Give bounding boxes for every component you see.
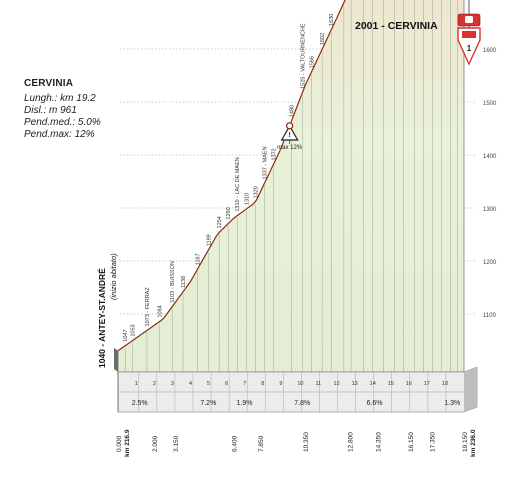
km-marker-label: 6 [225,381,228,387]
distance-label: 12.800 [347,432,354,452]
km-marker-label: 2 [153,381,156,387]
km-marker-label: 4 [189,381,192,387]
altitude-label: 1525 - VALTOURNENCHE [300,23,306,89]
altitude-label: 1073 - FERRAZ [145,287,151,327]
gradient-label: 6.6% [367,400,383,407]
km-remaining-label: km 216.9 [124,429,131,457]
km-marker-label: 12 [334,381,340,387]
climb-elevation: Disl.: m 961 [24,105,77,116]
km-marker-label: 18 [442,381,448,387]
km-marker-label: 17 [424,381,430,387]
gradient-label: 1.9% [236,400,252,407]
altitude-label: 1103 - BUISSON [170,261,176,302]
distance-label: 2.000 [152,435,159,452]
distance-label: 17.350 [429,432,436,452]
altitude-label: 1053 [130,324,136,336]
altitude-label: 1566 [309,56,315,68]
km-marker-label: 9 [279,381,282,387]
altitude-label: 1290 [226,207,232,219]
distance-label: 3.150 [173,435,180,452]
climb-avg-gradient: Pend.med.: 5.0% [24,117,101,128]
altitude-label: 1254 [217,216,223,228]
distance-label: 16.150 [408,432,415,452]
max-gradient-point [286,122,294,130]
km-remaining-label: km 236.0 [470,429,477,457]
warning-icon-glyph: ! [288,132,290,139]
altitude-label: 1480 [289,105,295,117]
km-marker-label: 5 [207,381,210,387]
distance-label: 14.350 [375,432,382,452]
y-tick-label: 1600 [483,48,497,54]
climb-info: CERVINIA Lungh.: km 19.2 Disl.: m 961 Pe… [24,78,101,141]
profile-area [117,0,465,373]
base-side [464,367,477,412]
km-marker-label: 1 [135,381,138,387]
finish-km-glyph: 1 [467,44,472,53]
altitude-label: 1372 [271,148,277,160]
km-marker-label: 15 [388,381,394,387]
altitude-label: 1310 [244,193,250,205]
start-label: 1040 - ANTEY-ST.ANDRÉ [97,268,107,368]
finish-title: 2001 - CERVINIA [355,20,438,32]
y-tick-label: 1100 [483,313,497,319]
altitude-label: 1310 - LAC DE MAEN [235,157,241,211]
max-gradient-label: max 12% [277,145,303,151]
altitude-label: 1084 [158,305,164,317]
km-marker-label: 3 [171,381,174,387]
km-marker-label: 7 [243,381,246,387]
distance-label: 19.150 [462,432,469,452]
climb-name: CERVINIA [24,78,74,89]
start-sublabel: (inizio abitato) [109,253,118,300]
finish-sign-band [462,31,476,38]
altitude-label: 1199 [206,234,212,246]
altitude-label: 1167 [195,253,201,265]
distance-label: 7.850 [258,435,265,452]
altitude-label: 1320 [253,186,259,198]
y-tick-label: 1300 [483,207,497,213]
y-tick-label: 1700 [483,0,497,1]
altitude-label: 1602 [320,33,326,45]
distance-label: 0.000 [116,435,123,452]
y-tick-label: 1500 [483,101,497,107]
km-marker-label: 16 [406,381,412,387]
profile-left-side [114,347,118,372]
y-tick-label: 1200 [483,260,497,266]
max-gradient-icon [280,124,299,141]
climb-length: Lungh.: km 19.2 [24,93,96,104]
altitude-label: 1047 [123,329,129,341]
km-marker-label: 13 [352,381,358,387]
km-marker-label: 10 [297,381,303,387]
gradient-label: 7.8% [294,400,310,407]
profile-edge [117,0,346,352]
km-marker-label: 8 [261,381,264,387]
distance-label: 6.400 [232,435,239,452]
altitude-label: 1630 [329,14,335,26]
altitude-label: 1138 [181,276,187,288]
y-tick-label: 1400 [483,154,497,160]
distance-label: 10.350 [303,432,310,452]
gradient-label: 1.3% [444,400,460,407]
km-marker-label: 14 [370,381,376,387]
km-marker-label: 11 [315,381,321,387]
climb-max-gradient: Pend.max: 12% [24,129,95,140]
gradient-label: 2.5% [132,400,148,407]
altitude-label: 1337 - MAEN [262,146,268,179]
camera-icon [465,16,473,23]
gradient-label: 7.2% [200,400,216,407]
